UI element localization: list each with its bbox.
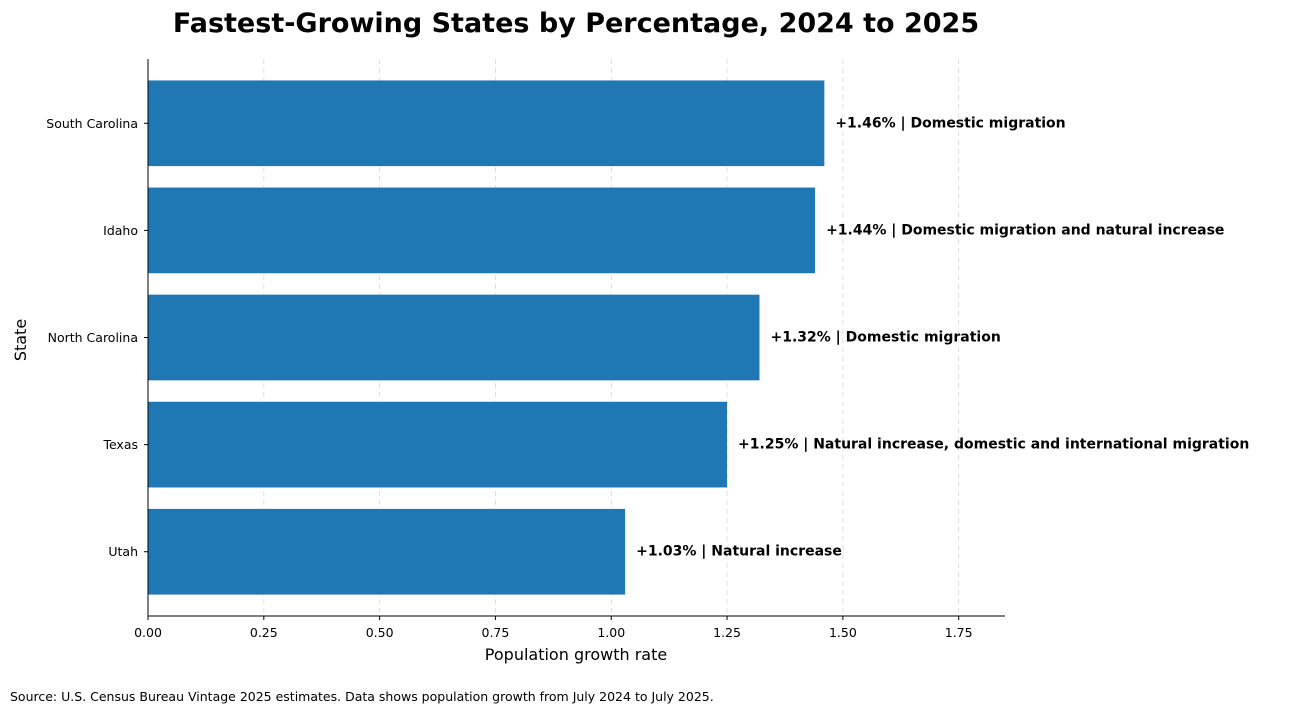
x-tick-label: 0.00: [134, 625, 162, 640]
bar-value-label: +1.46% | Domestic migration: [835, 115, 1065, 131]
bar-value-label: +1.44% | Domestic migration and natural …: [826, 222, 1224, 238]
bar-value-label: +1.25% | Natural increase, domestic and …: [738, 437, 1249, 453]
x-tick-label: 1.00: [597, 625, 625, 640]
x-axis-label: Population growth rate: [485, 645, 667, 664]
y-axis-label: State: [11, 319, 30, 361]
bar: [148, 401, 728, 488]
chart-title: Fastest-Growing States by Percentage, 20…: [173, 8, 979, 39]
x-axis-ticks: 0.00 0.25 0.50 0.75 1.00 1.25 1.50 1.75: [134, 616, 973, 640]
y-tick-label: Utah: [108, 544, 138, 559]
bar-value-label: +1.32% | Domestic migration: [770, 330, 1000, 346]
bar: [148, 187, 816, 274]
y-tick-label: North Carolina: [48, 330, 138, 345]
x-tick-label: 1.75: [945, 625, 973, 640]
bar: [148, 508, 626, 595]
y-tick-label: Texas: [102, 437, 138, 452]
y-tick-label: Idaho: [103, 223, 138, 238]
x-tick-label: 0.50: [366, 625, 394, 640]
bar: [148, 80, 825, 167]
bar-value-label: +1.03% | Natural increase: [636, 544, 842, 560]
bar: [148, 294, 760, 381]
bar-labels-group: +1.46% | Domestic migration +1.44% | Dome…: [636, 115, 1249, 559]
x-tick-label: 1.50: [829, 625, 857, 640]
source-note: Source: U.S. Census Bureau Vintage 2025 …: [10, 689, 714, 704]
x-tick-label: 0.25: [250, 625, 278, 640]
x-tick-label: 0.75: [482, 625, 510, 640]
bars-group: [148, 80, 825, 595]
x-tick-label: 1.25: [713, 625, 741, 640]
y-tick-label: South Carolina: [46, 116, 138, 131]
y-axis-ticks: South Carolina Idaho North Carolina Texas Ut…: [46, 116, 148, 559]
